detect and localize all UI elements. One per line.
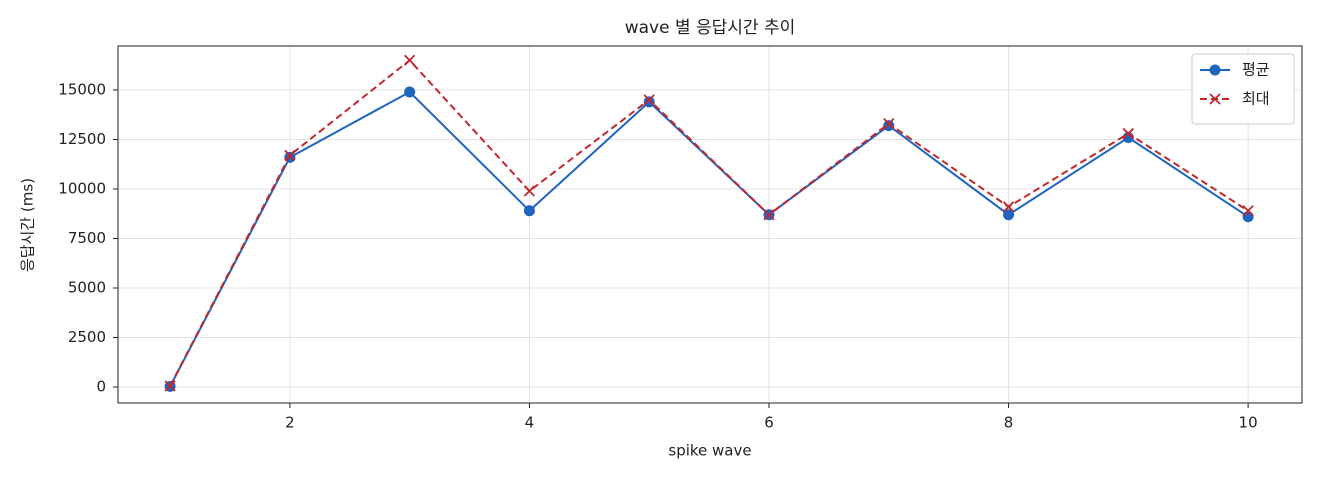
point [1242, 205, 1254, 217]
y-axis-label: 응답시간 (ms) [19, 178, 37, 272]
point [1002, 201, 1015, 213]
plot-frame [117, 45, 1303, 404]
point [523, 205, 535, 217]
legend-label: 평균 [1242, 61, 1270, 79]
y-tick-label: 0 [96, 378, 106, 396]
x-axis-label: spike wave [668, 442, 751, 460]
x-tick-label: 2 [285, 414, 295, 432]
point [284, 149, 296, 161]
legend-marker [1209, 64, 1221, 76]
x-tick-label: 10 [1239, 414, 1258, 432]
point [1003, 209, 1015, 221]
chart-title: wave 별 응답시간 추이 [625, 18, 796, 38]
y-tick-label: 15000 [58, 80, 106, 98]
legend-label: 최대 [1242, 90, 1270, 108]
x-tick-label: 8 [1004, 414, 1014, 432]
point [643, 94, 655, 106]
point [1242, 211, 1254, 223]
point [643, 96, 655, 108]
line [169, 58, 1249, 387]
point [404, 86, 416, 98]
y-tick-label: 12500 [58, 130, 106, 148]
y-tick-label: 10000 [58, 179, 106, 197]
x-tick-label: 6 [764, 414, 774, 432]
point [404, 54, 416, 66]
point [883, 120, 895, 132]
y-tick-label: 7500 [68, 229, 106, 247]
point [883, 118, 895, 130]
x-tick-label: 4 [525, 414, 535, 432]
point [164, 380, 176, 392]
point [1122, 127, 1134, 140]
line [169, 90, 1249, 387]
point [523, 185, 536, 197]
legend-marker [1209, 93, 1221, 105]
point [763, 209, 775, 221]
y-tick-label: 5000 [68, 278, 106, 296]
y-tick-label: 2500 [68, 328, 106, 346]
